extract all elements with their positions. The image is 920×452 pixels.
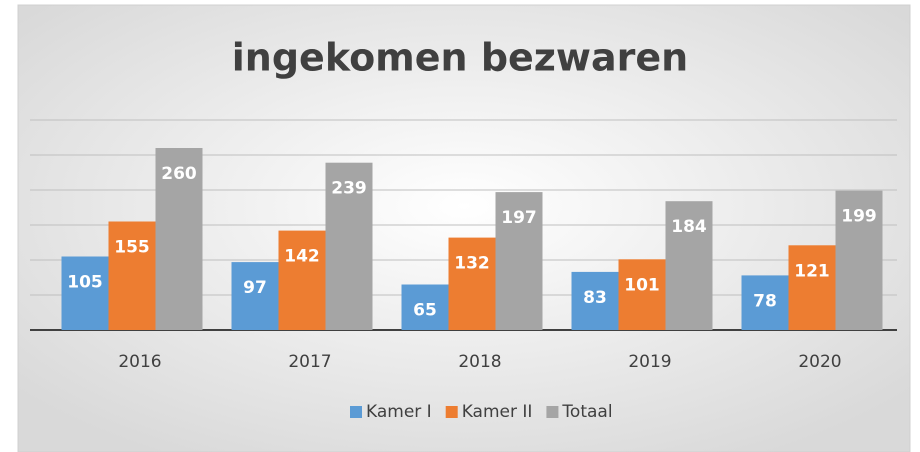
legend-label: Kamer II — [462, 402, 533, 422]
value-label: 97 — [243, 278, 267, 298]
bar — [835, 190, 883, 330]
bar — [108, 221, 156, 330]
x-tick-label: 2018 — [458, 352, 501, 372]
bar — [618, 259, 666, 330]
legend-label: Kamer I — [366, 402, 432, 422]
value-label: 121 — [794, 261, 830, 281]
bar — [571, 271, 619, 330]
bar — [448, 237, 496, 330]
bar — [495, 192, 543, 330]
legend-swatch — [546, 406, 559, 418]
value-label: 105 — [67, 273, 103, 293]
value-label: 184 — [671, 217, 707, 237]
chart-title: ingekomen bezwaren — [232, 36, 688, 80]
value-label: 132 — [454, 254, 490, 274]
value-label: 155 — [114, 238, 150, 258]
bar — [231, 262, 279, 330]
x-tick-label: 2020 — [798, 352, 841, 372]
bar — [325, 162, 373, 330]
value-label: 101 — [624, 275, 660, 295]
value-label: 78 — [753, 291, 777, 311]
bar — [741, 275, 789, 330]
value-label: 65 — [413, 301, 437, 321]
value-label: 142 — [284, 247, 320, 267]
bar — [155, 148, 203, 330]
legend-label: Totaal — [561, 402, 612, 422]
value-label: 260 — [161, 164, 197, 184]
bar — [278, 230, 326, 330]
legend-swatch — [350, 406, 362, 418]
x-tick-label: 2016 — [118, 352, 161, 372]
x-tick-label: 2017 — [288, 352, 331, 372]
value-label: 239 — [331, 179, 367, 199]
bar — [788, 245, 836, 330]
bar — [61, 256, 109, 330]
bar — [401, 284, 449, 330]
value-label: 197 — [501, 208, 537, 228]
bar — [665, 201, 713, 330]
legend-swatch — [445, 406, 458, 418]
value-label: 199 — [841, 207, 877, 227]
value-label: 83 — [583, 288, 607, 308]
x-tick-label: 2019 — [628, 352, 671, 372]
